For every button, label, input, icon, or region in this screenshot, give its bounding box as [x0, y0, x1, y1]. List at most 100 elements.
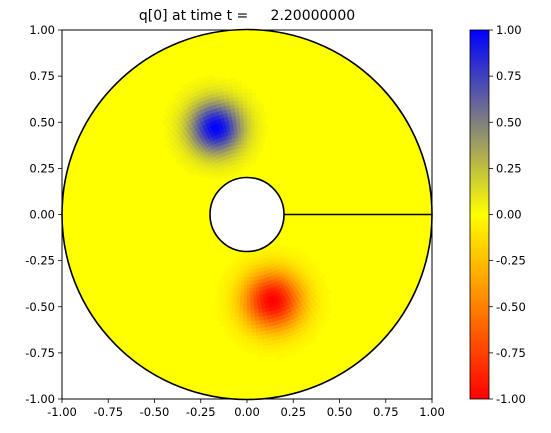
x-tick-label: 0.25	[280, 405, 306, 419]
field-cell	[257, 353, 265, 359]
x-tick-label: -0.50	[140, 405, 170, 419]
field-cell	[249, 284, 254, 289]
field-cell	[242, 114, 248, 119]
field-cell	[244, 151, 248, 156]
y-tick-label: 1.00	[29, 23, 55, 37]
field-cell	[320, 321, 328, 329]
field-cell	[252, 346, 258, 352]
field-cell	[250, 118, 255, 123]
colorbar-tick-label: -0.25	[496, 254, 526, 268]
field-cell	[246, 291, 251, 296]
field-cell	[239, 302, 244, 307]
y-tick-label: -0.50	[25, 300, 55, 314]
field-cell	[250, 298, 255, 304]
field-cell	[227, 334, 233, 340]
field-cell	[251, 328, 257, 333]
field-cell	[233, 294, 238, 300]
field-cell	[246, 118, 251, 123]
y-tick-label: -0.25	[25, 254, 55, 268]
field-cell	[249, 133, 254, 138]
field-cell	[252, 133, 257, 138]
field-cell	[238, 283, 242, 289]
field-cell	[263, 352, 270, 358]
field-cell	[256, 126, 262, 131]
x-tick-label: -1.00	[47, 405, 77, 419]
field-cell	[239, 122, 244, 127]
field-cell	[249, 136, 254, 142]
field-cell	[249, 295, 254, 300]
field-cell	[251, 343, 258, 348]
field-cell	[162, 127, 170, 134]
field-cell	[246, 317, 252, 322]
x-tick-label: 1.00	[419, 405, 445, 419]
field-cell	[249, 147, 253, 153]
field-cell	[249, 287, 254, 293]
field-cell	[246, 302, 251, 307]
field-cell	[246, 339, 253, 344]
field-cell	[322, 281, 329, 288]
field-cell	[246, 273, 250, 278]
field-cell	[242, 107, 248, 112]
colorbar-tick-label: -1.00	[496, 392, 526, 406]
field-cell	[237, 99, 243, 105]
field-cell	[235, 114, 240, 120]
field-cell	[250, 125, 255, 131]
field-cell	[253, 122, 259, 127]
field-cell	[242, 324, 248, 330]
field-cell	[238, 309, 244, 315]
field-cell	[237, 92, 243, 97]
field-cell	[237, 324, 243, 330]
field-cell	[246, 299, 251, 304]
field-cell	[246, 114, 252, 119]
field-cell	[236, 335, 243, 341]
field-cell	[246, 133, 251, 138]
field-cell	[244, 276, 248, 282]
field-cell	[243, 295, 248, 300]
field-cell	[240, 291, 245, 296]
colorbar-tick-label: 0.50	[496, 115, 522, 129]
field-cell	[243, 118, 248, 123]
field-cell	[242, 262, 246, 267]
field-cell	[251, 103, 256, 109]
field-cell	[238, 313, 244, 318]
field-cell	[246, 122, 251, 127]
field-cell	[254, 316, 260, 322]
inner-boundary	[209, 176, 285, 253]
y-tick-label: 0.50	[29, 115, 55, 129]
field-cell	[243, 122, 248, 127]
field-cell	[240, 129, 245, 134]
field-cell	[230, 78, 237, 83]
field-cell	[234, 107, 240, 113]
field-cell	[268, 351, 276, 357]
field-cell	[236, 85, 243, 90]
field-cell	[244, 280, 248, 285]
y-tick-label: 0.00	[29, 208, 55, 222]
field-cell	[235, 305, 240, 311]
field-cell	[246, 107, 252, 112]
field-cell	[233, 324, 239, 329]
colorbar-ticks: 1.00 0.75 0.50 0.25 0.00 -0.25 -0.50 -0.75 -1.00	[489, 23, 526, 406]
field-cell	[259, 104, 265, 110]
field-cell	[250, 114, 256, 120]
field-cell	[252, 137, 257, 142]
field-cell	[242, 110, 248, 116]
field-cell	[252, 140, 256, 146]
field-cell	[240, 133, 245, 138]
field-cell	[246, 295, 251, 300]
field-cell	[246, 140, 251, 145]
field-cell	[245, 254, 248, 259]
field-cell	[235, 309, 240, 315]
field-cell	[244, 262, 248, 267]
chart-title: q[0] at time t = 2.20000000	[139, 8, 355, 24]
field-cell	[234, 316, 240, 322]
field-cell	[242, 92, 248, 97]
field-cell	[243, 288, 248, 293]
colorbar-tick-label: -0.75	[496, 346, 526, 360]
field-cell	[234, 111, 240, 116]
colorbar-tick-label: 0.75	[496, 69, 522, 83]
field-cell	[244, 269, 248, 274]
field-cell	[238, 107, 244, 112]
field-cell	[255, 320, 261, 326]
field-cell	[246, 306, 251, 311]
y-tick-label: -0.75	[25, 346, 55, 360]
